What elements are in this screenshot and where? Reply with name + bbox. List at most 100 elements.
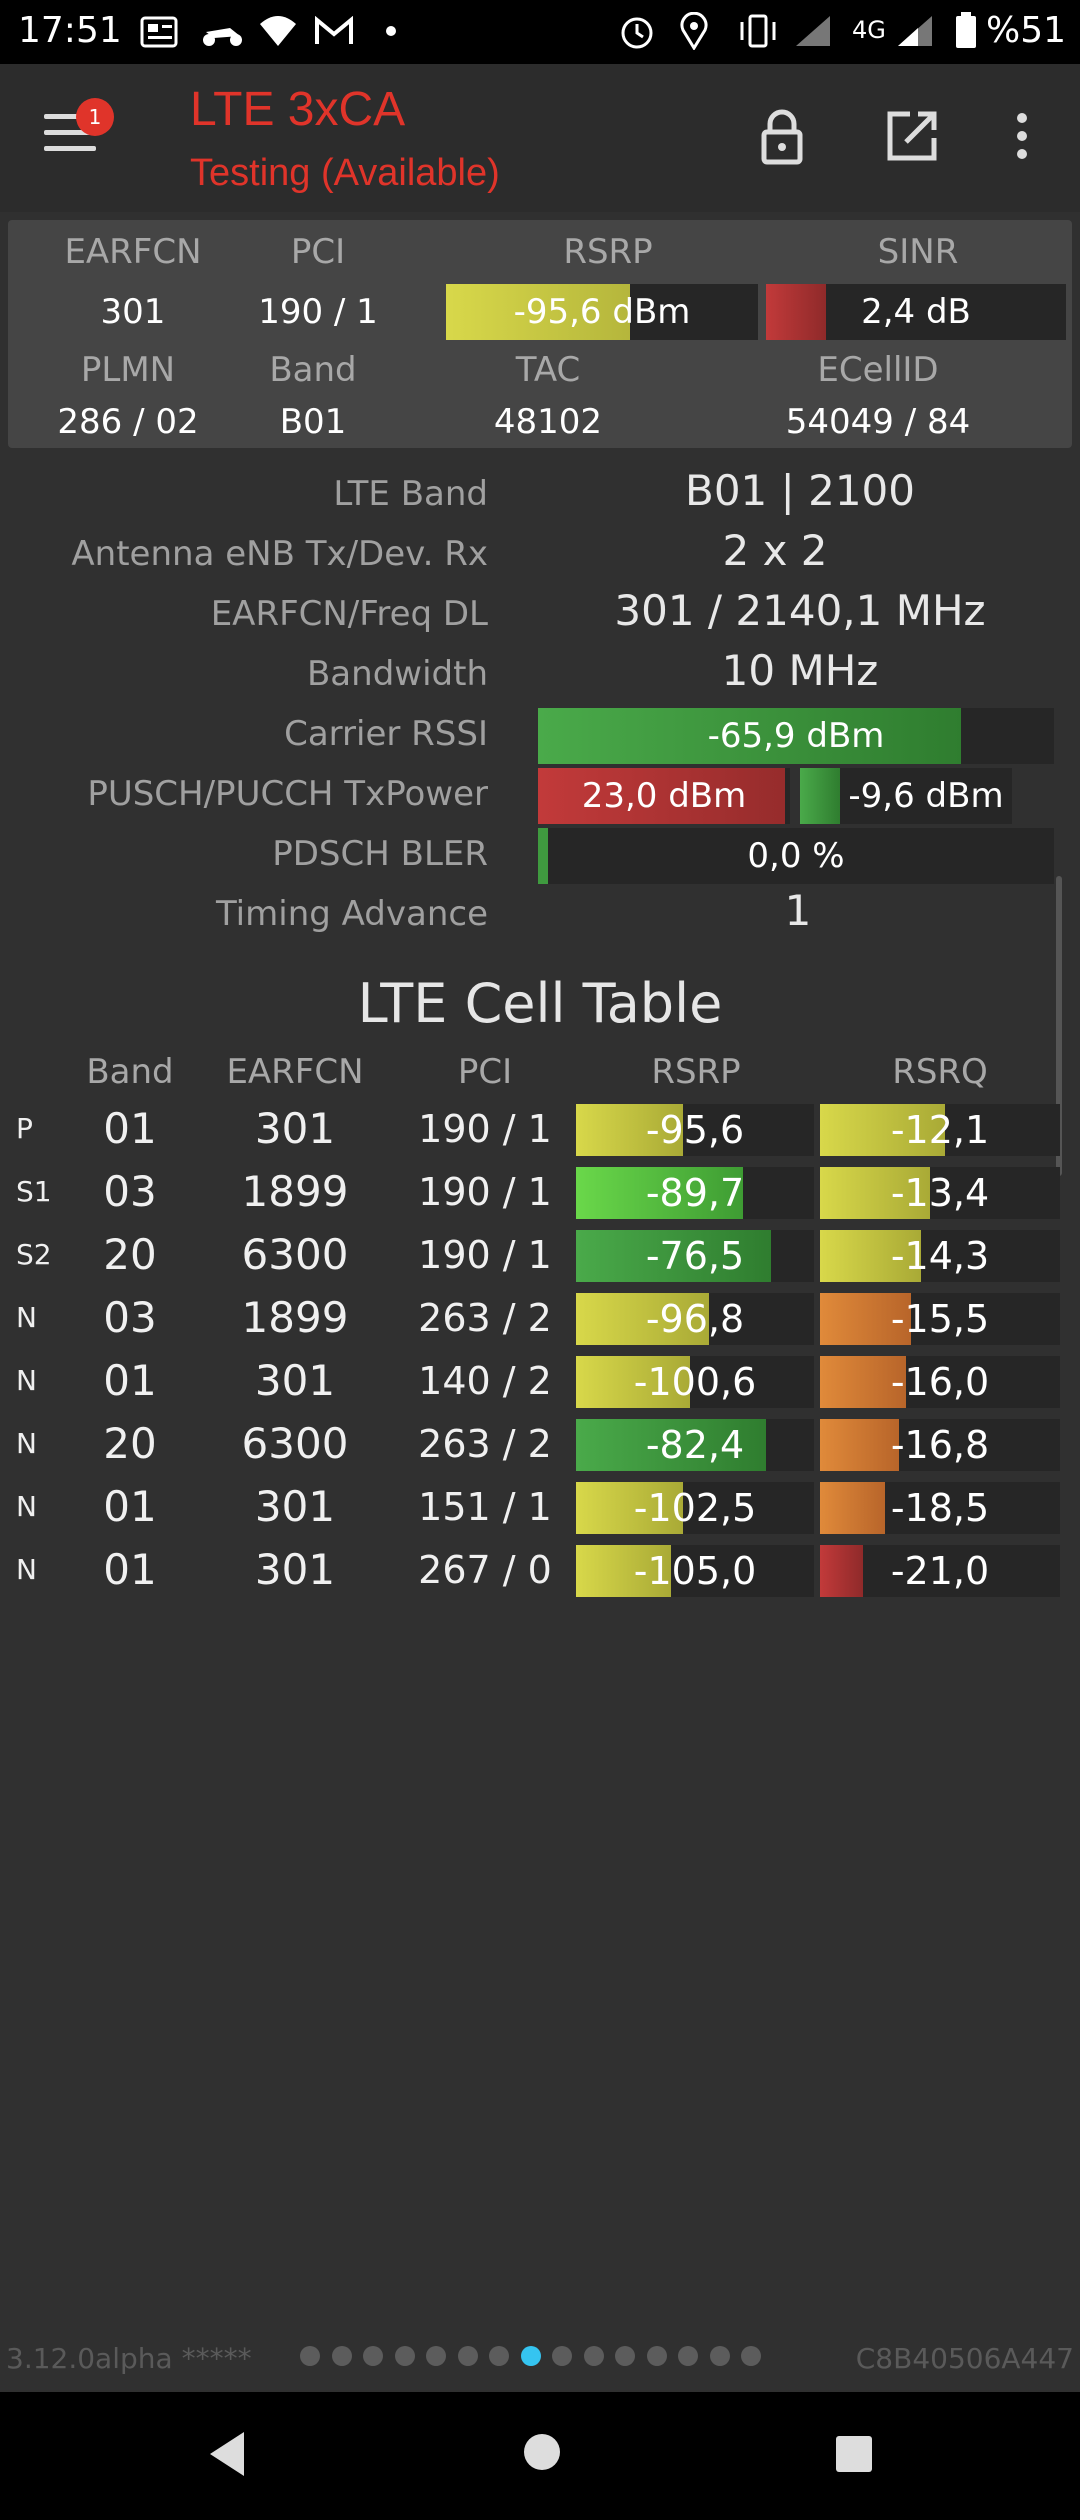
cell-table-title: LTE Cell Table: [357, 972, 723, 1035]
cell-pci: 190 / 1: [418, 1170, 552, 1214]
cell-rsrq-bar: -16,0: [820, 1356, 1060, 1408]
table-row: S2 20 6300 190 / 1 -76,5 -14,3: [0, 1224, 1080, 1286]
more-vert-icon[interactable]: [990, 104, 1054, 168]
table-row: N 01 301 151 / 1 -102,5 -18,5: [0, 1476, 1080, 1538]
cell-rsrp: -76,5: [645, 1234, 745, 1278]
home-icon[interactable]: [522, 2432, 562, 2472]
vibrate-icon: [740, 14, 776, 48]
cell-rsrq-bar: -21,0: [820, 1545, 1060, 1597]
page-dot[interactable]: [331, 2346, 352, 2366]
scooter-icon: [203, 28, 242, 46]
cell-rsrp-bar: -102,5: [576, 1482, 814, 1534]
txpower-label: PUSCH/PUCCH TxPower: [87, 774, 488, 814]
antenna-value: 2 x 2: [722, 526, 828, 575]
col-header-rsrq: RSRQ: [892, 1052, 988, 1092]
page-dot[interactable]: [709, 2346, 730, 2366]
page-dot[interactable]: [489, 2346, 509, 2366]
pci-value: 190 / 1: [258, 292, 378, 332]
page-dot[interactable]: [457, 2346, 478, 2366]
earfcn-freq-value: 301 / 2140,1 MHz: [614, 586, 986, 635]
page-dot[interactable]: [520, 2346, 541, 2366]
col-header-pci: PCI: [457, 1052, 513, 1092]
app-title: LTE 3xCA: [190, 83, 406, 136]
cell-band: 03: [103, 1167, 157, 1216]
col-header-band: Band: [86, 1052, 174, 1092]
ecellid-value: 54049 / 84: [785, 402, 971, 442]
col-header-earfcn: EARFCN: [226, 1052, 364, 1092]
cell-pci: 190 / 1: [418, 1107, 552, 1151]
cell-type: S2: [16, 1238, 52, 1271]
cell-rsrp-bar: -96,8: [576, 1293, 814, 1345]
page-dot[interactable]: [363, 2346, 383, 2366]
open-external-icon[interactable]: [880, 104, 944, 168]
recents-icon[interactable]: [834, 2434, 874, 2474]
cell-rsrp-bar: -76,5: [576, 1230, 814, 1282]
notification-badge: 1: [76, 98, 114, 136]
page-dot[interactable]: [426, 2346, 446, 2366]
pusch-value: 23,0 dBm: [581, 776, 747, 816]
page-dot[interactable]: [552, 2346, 572, 2366]
back-icon[interactable]: [204, 2428, 252, 2480]
cell-type: N: [16, 1427, 37, 1460]
rsrp-bar: -95,6 dBm: [446, 284, 758, 340]
serving-cell-summary: EARFCN PCI RSRP SINR 301 190 / 1 -95,6 d…: [8, 220, 1072, 448]
cell-rsrq: -13,4: [890, 1171, 990, 1215]
pusch-bar: 23,0 dBm: [538, 768, 790, 824]
cell-earfcn: 301: [254, 1356, 336, 1405]
cell-type: N: [16, 1301, 37, 1334]
version-text: 3.12.0alpha *****: [6, 2342, 252, 2375]
cell-pci: 140 / 2: [418, 1359, 552, 1403]
pucch-value: -9,6 dBm: [848, 776, 1004, 816]
rsrp-header: RSRP: [563, 232, 653, 272]
cell-band: 01: [103, 1356, 157, 1405]
tac-value: 48102: [493, 402, 603, 442]
page-dot[interactable]: [678, 2346, 698, 2366]
cell-type: N: [16, 1490, 37, 1523]
table-row: N 01 301 140 / 2 -100,6 -16,0: [0, 1350, 1080, 1412]
cell-rsrq: -15,5: [890, 1297, 990, 1341]
cell-earfcn: 6300: [241, 1230, 349, 1279]
menu-icon[interactable]: [44, 114, 100, 158]
timing-advance-label: Timing Advance: [215, 894, 488, 934]
sinr-bar: 2,4 dB: [766, 284, 1066, 340]
carrier-rssi-label: Carrier RSSI: [284, 714, 488, 754]
cell-rsrp: -96,8: [645, 1297, 745, 1341]
lte-band-label: LTE Band: [333, 474, 488, 514]
cell-band: 01: [103, 1545, 157, 1594]
cell-rsrp: -95,6: [645, 1108, 745, 1152]
page-dot[interactable]: [741, 2346, 761, 2366]
page-dot[interactable]: [583, 2346, 604, 2366]
cell-rsrq: -21,0: [890, 1549, 990, 1593]
cell-pci: 263 / 2: [418, 1422, 552, 1466]
page-dot[interactable]: [394, 2346, 415, 2366]
cell-earfcn: 1899: [241, 1167, 349, 1216]
bler-value: 0,0 %: [747, 836, 845, 876]
scrollbar[interactable]: [1056, 876, 1062, 1176]
earfcn-freq-label: EARFCN/Freq DL: [210, 594, 488, 634]
cell-rsrp: -82,4: [645, 1423, 745, 1467]
tac-header: TAC: [515, 350, 581, 390]
cell-rsrp-bar: -95,6: [576, 1104, 814, 1156]
cell-pci: 151 / 1: [418, 1485, 552, 1529]
cell-pci: 190 / 1: [418, 1233, 552, 1277]
cell-pci: 267 / 0: [418, 1548, 552, 1592]
wifi-icon: [260, 16, 296, 46]
page-dot[interactable]: [646, 2346, 667, 2366]
lock-icon[interactable]: [750, 104, 814, 168]
cell-type: P: [16, 1112, 33, 1145]
table-row: N 03 1899 263 / 2 -96,8 -15,5: [0, 1287, 1080, 1349]
battery-percent: %51: [986, 10, 1067, 51]
notification-dot-icon: [386, 26, 396, 36]
antenna-label: Antenna eNB Tx/Dev. Rx: [71, 534, 488, 574]
page-dot[interactable]: [615, 2346, 635, 2366]
cell-type: N: [16, 1553, 37, 1586]
cell-pci: 263 / 2: [418, 1296, 552, 1340]
carrier-rssi-bar: -65,9 dBm: [538, 708, 1054, 764]
cell-rsrp-bar: -105,0: [576, 1545, 814, 1597]
cell-band: 01: [103, 1104, 157, 1153]
plmn-value: 286 / 02: [57, 402, 199, 442]
cell-rsrq-bar: -16,8: [820, 1419, 1060, 1471]
cell-rsrq-bar: -13,4: [820, 1167, 1060, 1219]
cell-rsrq: -16,0: [890, 1360, 990, 1404]
page-dot[interactable]: [300, 2346, 320, 2366]
